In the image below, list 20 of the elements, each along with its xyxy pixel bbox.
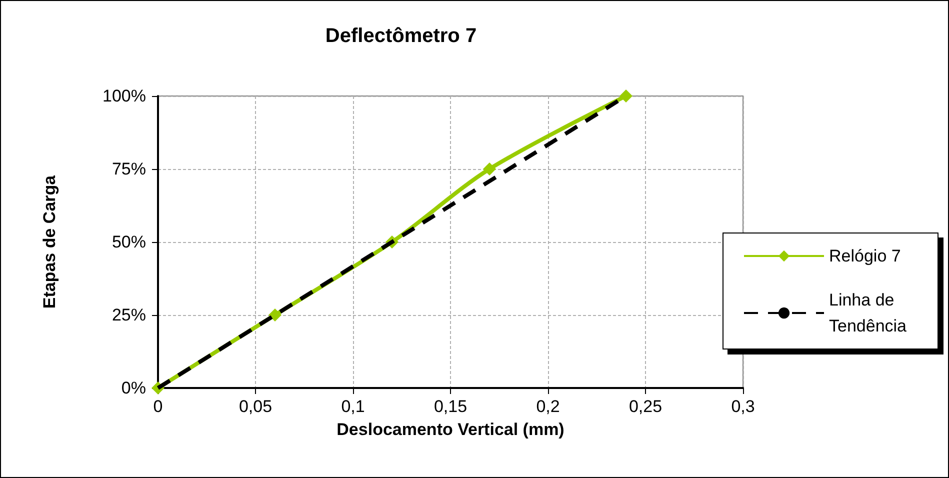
- x-axis-title: Deslocamento Vertical (mm): [336, 420, 564, 439]
- x-tick-label: 0,15: [434, 397, 468, 416]
- y-axis-title: Etapas de Carga: [40, 174, 59, 309]
- y-tick-label: 100%: [102, 86, 146, 106]
- y-tick-label: 50%: [112, 232, 146, 252]
- legend-label: Linha de Tendência: [829, 290, 908, 336]
- x-tick-label: 0,3: [731, 397, 755, 416]
- point: [620, 90, 632, 102]
- y-tick-label: 25%: [112, 306, 146, 324]
- x-tick-label: 0: [153, 397, 163, 416]
- point: [268, 308, 282, 322]
- x-tick-label: 0,05: [238, 397, 272, 416]
- y-tick-label: 0%: [121, 378, 146, 398]
- x-tick-label: 0,2: [536, 397, 560, 416]
- x-tick-label: 0,1: [341, 397, 365, 416]
- legend-label: Relógio 7: [829, 246, 901, 266]
- chart-title: Deflectômetro 7: [325, 25, 477, 47]
- x-tick-label: 0,25: [628, 397, 662, 416]
- point: [483, 162, 496, 176]
- y-tick-label: 75%: [112, 160, 146, 178]
